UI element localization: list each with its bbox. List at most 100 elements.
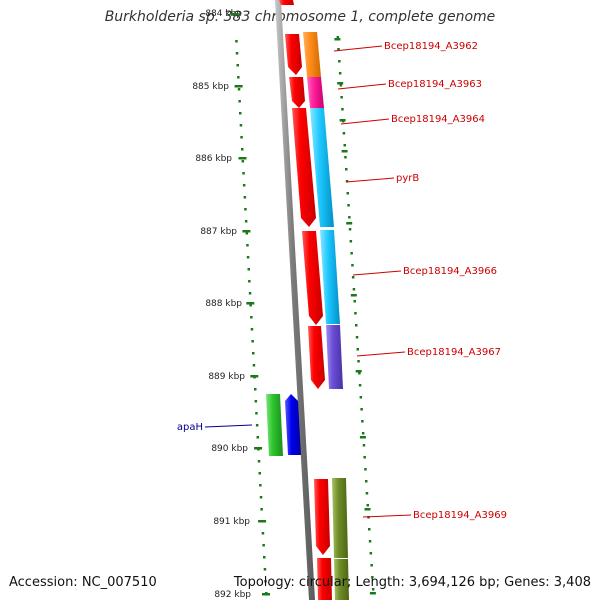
minor-tick [347,204,350,207]
minor-tick [351,264,354,267]
minor-tick [350,252,353,255]
minor-tick [358,384,362,387]
tick-label-891: 891 kbp [213,517,250,527]
tick-label-890: 890 kbp [211,444,248,454]
minor-tick [365,480,368,483]
minor-tick [251,340,254,343]
minor-tick [338,72,342,75]
minor-tick [359,396,363,399]
minor-tick [361,432,365,435]
minor-tick [239,124,243,127]
minor-tick [247,268,250,271]
cds-arrow [302,231,323,325]
minor-tick [343,144,346,147]
leader-line [352,270,402,276]
minor-tick [257,460,261,463]
minor-tick [356,348,359,351]
minor-tick [252,364,256,367]
leader-line [345,177,395,183]
leader-line [204,424,253,428]
gene-bcep18194-a3969 [332,478,348,558]
major-tick [346,222,353,225]
minor-tick [261,532,265,535]
minor-tick [244,208,247,211]
cds-arrow [289,77,305,108]
tick-label-889: 889 kbp [208,372,245,382]
minor-tick [370,564,373,567]
tick-label-885: 885 kbp [192,82,229,92]
minor-tick [248,292,252,295]
minor-tick [245,232,248,235]
minor-tick [365,492,369,495]
minor-tick [250,316,253,319]
minor-tick [254,400,258,403]
cds-arrow [292,108,316,227]
gene-apah [266,394,283,456]
minor-tick [348,228,352,231]
gene-bcep18194-a3963 [307,77,324,108]
gene-label-pyrb: pyrB [396,173,419,184]
minor-tick [248,280,251,283]
minor-tick [242,184,246,187]
reverse-cds-arrow [285,394,301,455]
cds-arrow [285,34,302,75]
minor-tick [346,192,349,195]
minor-tick [240,136,243,139]
minor-tick [244,220,248,223]
gene-bcep18194-a3964 [310,108,334,227]
minor-tick [337,48,340,51]
tick-label-886: 886 kbp [195,154,232,164]
leader-line [340,118,390,125]
major-tick [339,119,346,122]
minor-tick [235,52,239,55]
minor-tick [259,496,263,499]
leader-line [356,351,406,357]
cds-arrow [308,326,325,389]
minor-tick [345,168,348,171]
cds-arrow [279,0,294,5]
cds-track-forward [279,0,332,600]
minor-tick [362,444,366,447]
minor-tick [355,324,358,327]
minor-tick [256,436,259,439]
cds-arrow [317,558,332,600]
tick-label-888: 888 kbp [205,299,242,309]
major-tick [364,508,371,511]
major-tick [250,375,259,378]
major-tick [334,38,341,41]
minor-tick [352,288,356,291]
minor-tick [357,360,360,363]
major-tick [242,230,251,233]
leader-line [333,45,383,52]
major-tick [230,13,239,16]
major-tick [350,294,357,297]
gene-track [266,32,349,600]
minor-tick [341,108,344,111]
minor-tick [348,216,351,219]
major-tick [238,157,247,160]
minor-tick [235,40,238,43]
minor-tick [237,76,240,79]
major-tick [355,370,362,373]
major-tick [246,302,255,305]
gene-label-bcep18194-a3962: Bcep18194_A3962 [384,41,478,52]
chromosome-backbone [275,0,315,600]
gene-bcep18194-a3962 [303,32,321,77]
leader-line [337,83,387,90]
minor-tick [249,304,252,307]
gene-bcep18194-a3967 [326,325,343,389]
minor-tick [263,556,266,559]
cds-arrow [314,479,330,555]
tick-label-892: 892 kbp [214,590,251,600]
minor-tick [361,420,364,423]
minor-tick [263,568,267,571]
minor-tick [236,64,239,67]
minor-tick [239,112,242,115]
minor-tick [354,312,357,315]
minor-tick [246,256,250,259]
major-tick [262,593,270,596]
minor-tick [340,96,343,99]
gene-label-apah: apaH [177,422,203,433]
accession-text: Accession: NC_007510 [9,575,157,590]
